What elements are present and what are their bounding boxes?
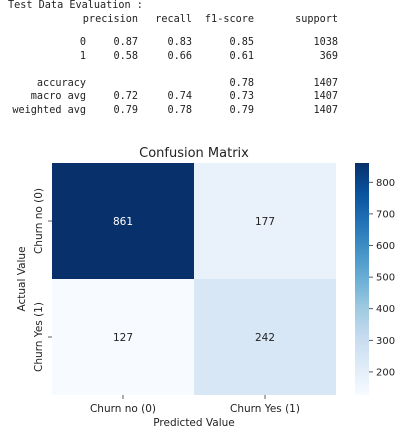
heatmap-cell <box>194 163 336 279</box>
y-tick-label: Churn Yes (1) <box>33 302 45 372</box>
report-cell: 0.72 <box>113 91 138 103</box>
report-cell: 0.58 <box>113 50 138 62</box>
heatmap-cell-value: 177 <box>255 216 275 228</box>
report-row-label: accuracy <box>36 77 86 89</box>
report-cell: 0.79 <box>229 105 254 116</box>
colorbar-tick-label: 800 <box>376 178 395 189</box>
colorbar-tick-label: 300 <box>376 336 395 347</box>
report-cell: 0.74 <box>167 91 192 103</box>
x-tick-label: Churn Yes (1) <box>230 403 300 415</box>
classification-report: Test Data Evaluation : precision recall f1… <box>8 0 338 116</box>
heatmap-cell-value: 127 <box>113 332 133 344</box>
report-column-header: support <box>295 13 338 25</box>
report-cell: 0.87 <box>113 37 138 48</box>
report-cell: 369 <box>319 50 338 62</box>
heatmap-cell <box>52 163 194 279</box>
colorbar-tick-label: 400 <box>376 304 395 315</box>
report-row-label: macro avg <box>30 91 86 103</box>
report-cell: 1407 <box>313 77 338 89</box>
report-column-header: f1-score <box>204 13 254 25</box>
y-tick-label: Churn no (0) <box>33 188 45 254</box>
report-column-header: precision <box>82 13 138 25</box>
report-cell: 0.78 <box>229 77 254 89</box>
report-cell: 0.85 <box>229 37 254 48</box>
heatmap-cell <box>52 279 194 395</box>
heatmap-cell-value: 242 <box>255 332 275 344</box>
colorbar-tick-label: 700 <box>376 209 395 220</box>
colorbar-tick-label: 500 <box>376 273 395 284</box>
report-row-label: 1 <box>79 50 86 62</box>
y-axis-label: Actual Value <box>16 246 28 311</box>
report-cell: 1407 <box>313 105 338 116</box>
report-cell: 0.61 <box>229 50 254 62</box>
x-axis-label: Predicted Value <box>153 417 234 429</box>
report-cell: 0.78 <box>167 105 192 116</box>
heatmap-cell <box>194 279 336 395</box>
report-cell: 0.83 <box>167 37 192 48</box>
colorbar <box>355 163 369 395</box>
report-cell: 0.66 <box>167 50 192 62</box>
colorbar-tick-label: 600 <box>376 241 395 252</box>
report-cell: 1038 <box>313 37 338 48</box>
chart-title: Confusion Matrix <box>139 146 249 161</box>
x-tick-label: Churn no (0) <box>90 403 156 415</box>
report-cell: 0.73 <box>229 91 254 103</box>
report-title: Test Data Evaluation : <box>8 0 143 11</box>
report-row-label: weighted avg <box>12 105 86 116</box>
report-column-header: recall <box>155 13 192 25</box>
colorbar-tick-label: 200 <box>376 367 395 378</box>
report-cell: 1407 <box>313 91 338 103</box>
heatmap-cell-value: 861 <box>113 216 133 228</box>
report-row-label: 0 <box>79 37 86 48</box>
report-cell: 0.79 <box>113 105 138 116</box>
